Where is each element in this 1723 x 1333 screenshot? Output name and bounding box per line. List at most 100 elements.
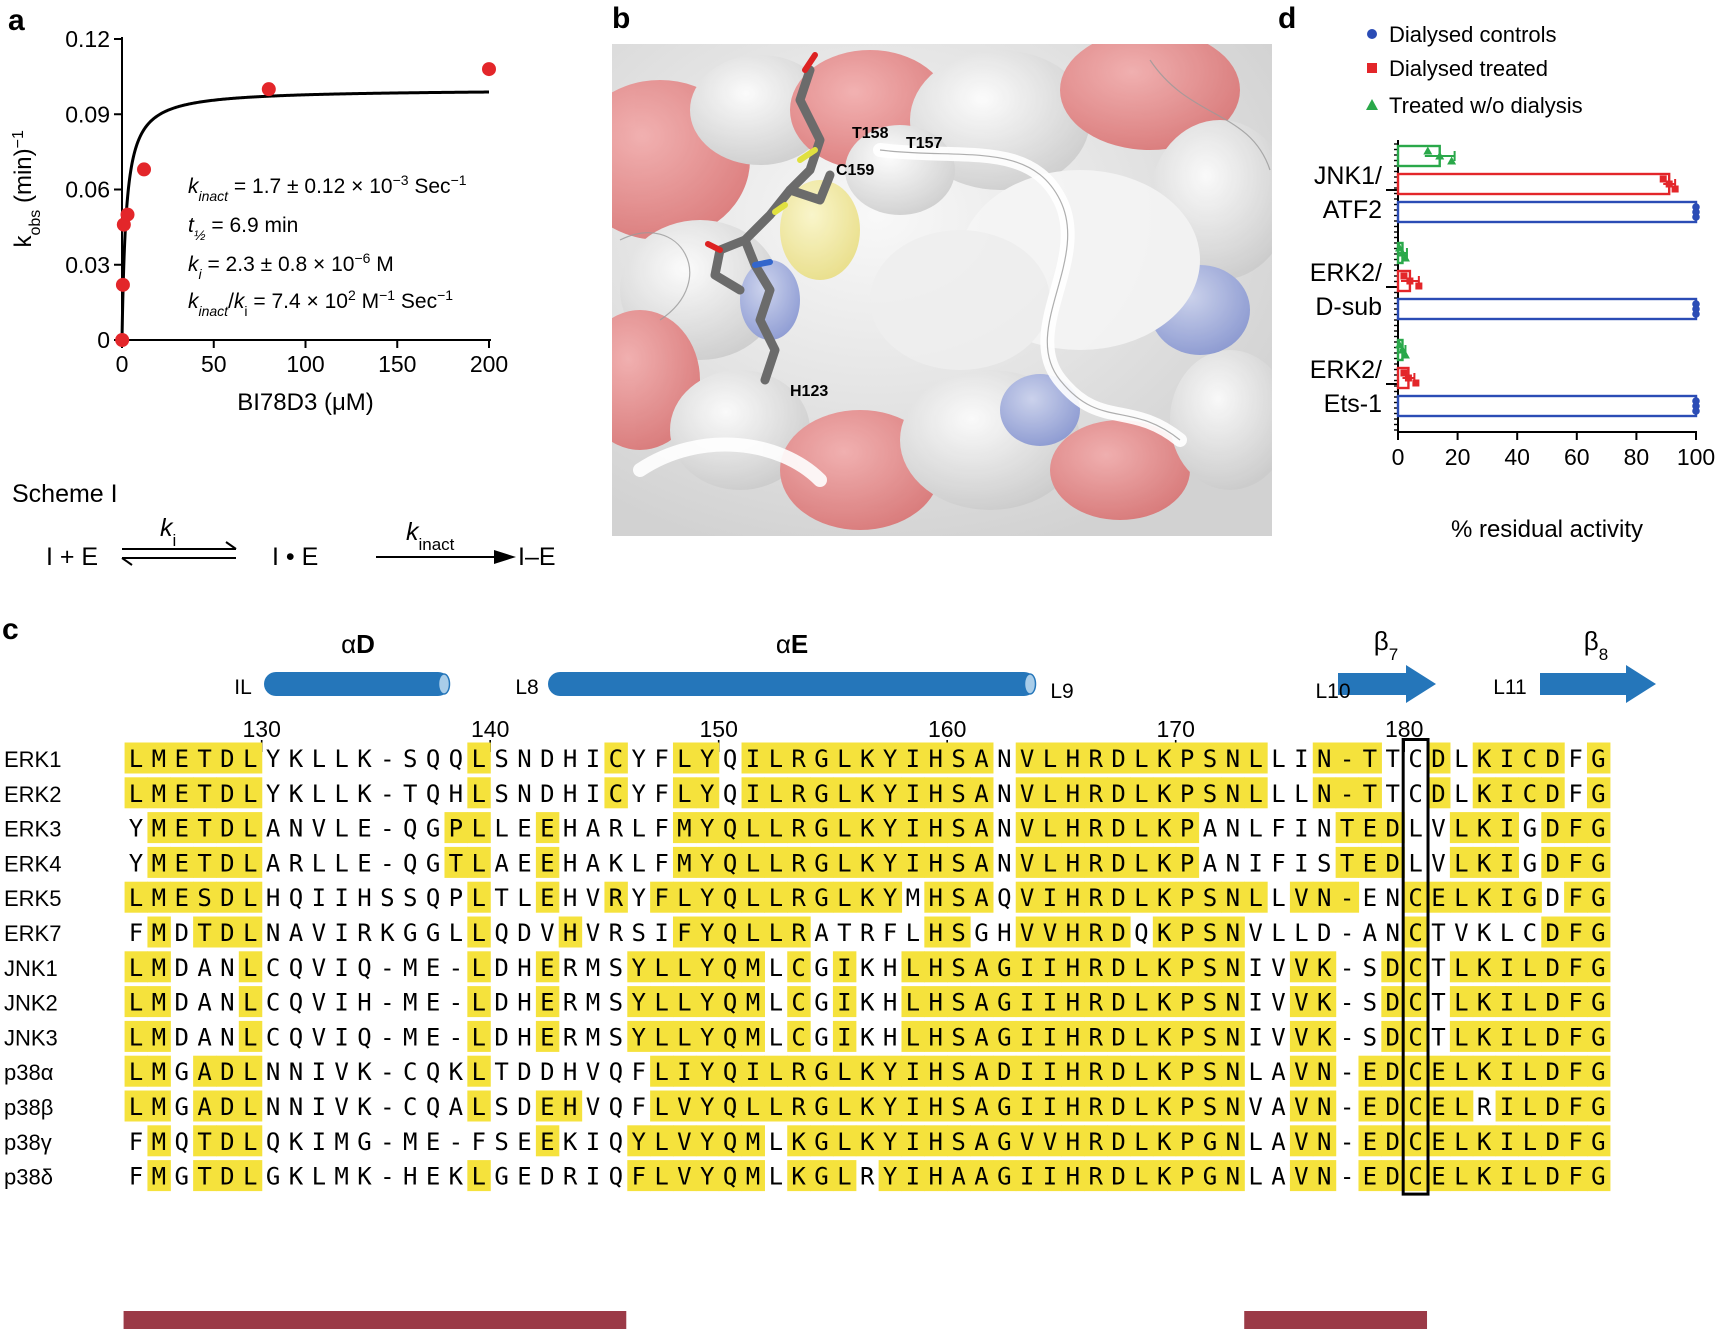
- residue: E: [1363, 1058, 1377, 1086]
- residue: I: [1020, 989, 1034, 1017]
- conserved-residue-highlight: [215, 1090, 240, 1122]
- residue: L: [1454, 884, 1468, 912]
- conserved-residue-highlight: [992, 1020, 1017, 1052]
- conserved-residue-highlight: [535, 986, 560, 1018]
- residue: E: [1363, 1163, 1377, 1191]
- residue: L: [837, 1128, 851, 1156]
- conserved-residue-highlight: [947, 951, 971, 983]
- residue: N: [1226, 1058, 1240, 1086]
- legend-label: Treated w/o dialysis: [1389, 93, 1583, 118]
- residue: R: [791, 1058, 806, 1086]
- conserved-residue-highlight: [238, 1160, 263, 1192]
- residue: G: [1591, 745, 1605, 773]
- conserved-residue-highlight: [1586, 1090, 1611, 1122]
- residue: D: [1431, 780, 1445, 808]
- conserved-residue-highlight: [1586, 1020, 1611, 1052]
- residue: T: [1340, 849, 1354, 877]
- conserved-residue-highlight: [1289, 1055, 1314, 1087]
- residue: L: [1271, 745, 1285, 773]
- residue: V: [334, 1093, 348, 1121]
- residue: M: [152, 815, 166, 843]
- residue: Q: [723, 1093, 737, 1121]
- residue: E: [517, 849, 531, 877]
- residue: Y: [700, 884, 715, 912]
- strand-label-8: β8: [1584, 626, 1608, 664]
- residue: D: [1111, 989, 1125, 1017]
- residue: D: [540, 1058, 554, 1086]
- conserved-residue-highlight: [535, 812, 560, 844]
- residue: L: [1523, 1128, 1537, 1156]
- residue: T: [1340, 815, 1354, 843]
- residue: L: [769, 884, 783, 912]
- residue: L: [906, 919, 920, 947]
- residue: K: [1157, 1163, 1172, 1191]
- conserved-residue-highlight: [238, 812, 263, 844]
- residue: A: [266, 849, 281, 877]
- conserved-residue-highlight: [672, 1160, 697, 1192]
- residue: L: [1523, 954, 1537, 982]
- residue: R: [1088, 745, 1103, 773]
- residue: G: [814, 849, 828, 877]
- residue: R: [1088, 1058, 1103, 1086]
- conserved-residue-highlight: [1084, 916, 1108, 948]
- conserved-residue-highlight: [1175, 1125, 1200, 1157]
- residue: G: [1591, 1023, 1605, 1051]
- residue: M: [586, 1023, 600, 1051]
- residue: M: [677, 849, 691, 877]
- residue: Q: [289, 989, 303, 1017]
- replicate-point: [1665, 180, 1673, 188]
- conserved-residue-highlight: [787, 916, 811, 948]
- residue: P: [449, 815, 463, 843]
- conserved-residue-highlight: [1312, 742, 1337, 774]
- residue: V: [586, 884, 600, 912]
- residue: C: [791, 1023, 805, 1051]
- conserved-residue-highlight: [1335, 812, 1360, 844]
- residue: M: [746, 954, 760, 982]
- residue: K: [289, 1128, 304, 1156]
- conserved-residue-highlight: [787, 1125, 811, 1157]
- residue: G: [814, 884, 828, 912]
- residue: V: [586, 919, 600, 947]
- conserved-residue-highlight: [1129, 1125, 1154, 1157]
- ruler-label: 170: [1156, 716, 1194, 742]
- residue: L: [677, 989, 691, 1017]
- conserved-residue-highlight: [992, 986, 1017, 1018]
- residue: H: [883, 954, 897, 982]
- residue: C: [1408, 1023, 1422, 1051]
- conserved-residue-highlight: [672, 1090, 697, 1122]
- conserved-residue-highlight: [1472, 1020, 1497, 1052]
- residue: A: [974, 1163, 989, 1191]
- residue: R: [791, 745, 806, 773]
- residue: I: [1500, 1163, 1514, 1191]
- conserved-residue-highlight: [1495, 1020, 1520, 1052]
- residue: -: [1340, 1163, 1354, 1191]
- residue: C: [1408, 1128, 1422, 1156]
- conserved-residue-highlight: [1107, 1020, 1131, 1052]
- conserved-residue-highlight: [718, 881, 743, 913]
- x-tick-label: 100: [1677, 444, 1715, 470]
- residue: -: [380, 1163, 394, 1191]
- residue: L: [472, 849, 486, 877]
- conserved-residue-highlight: [215, 881, 240, 913]
- residue: T: [1431, 919, 1445, 947]
- data-point: [261, 82, 276, 97]
- residue: L: [746, 884, 760, 912]
- conserved-residue-highlight: [1175, 1160, 1200, 1192]
- conserved-residue-highlight: [878, 1160, 903, 1192]
- residue: L: [677, 1023, 691, 1051]
- conserved-residue-highlight: [215, 1160, 240, 1192]
- residue: V: [1020, 849, 1034, 877]
- residue: L: [631, 849, 645, 877]
- residue: L: [129, 1023, 143, 1051]
- residue: F: [1271, 815, 1285, 843]
- conserved-residue-highlight: [832, 1160, 857, 1192]
- residue: I: [1294, 849, 1308, 877]
- residue: D: [220, 745, 234, 773]
- conserved-residue-highlight: [947, 1055, 971, 1087]
- residue: I: [334, 1023, 348, 1051]
- conserved-residue-highlight: [1015, 1055, 1040, 1087]
- residue: K: [1477, 1058, 1492, 1086]
- residue: A: [974, 1128, 989, 1156]
- residue: A: [197, 1058, 212, 1086]
- residue: P: [1180, 815, 1194, 843]
